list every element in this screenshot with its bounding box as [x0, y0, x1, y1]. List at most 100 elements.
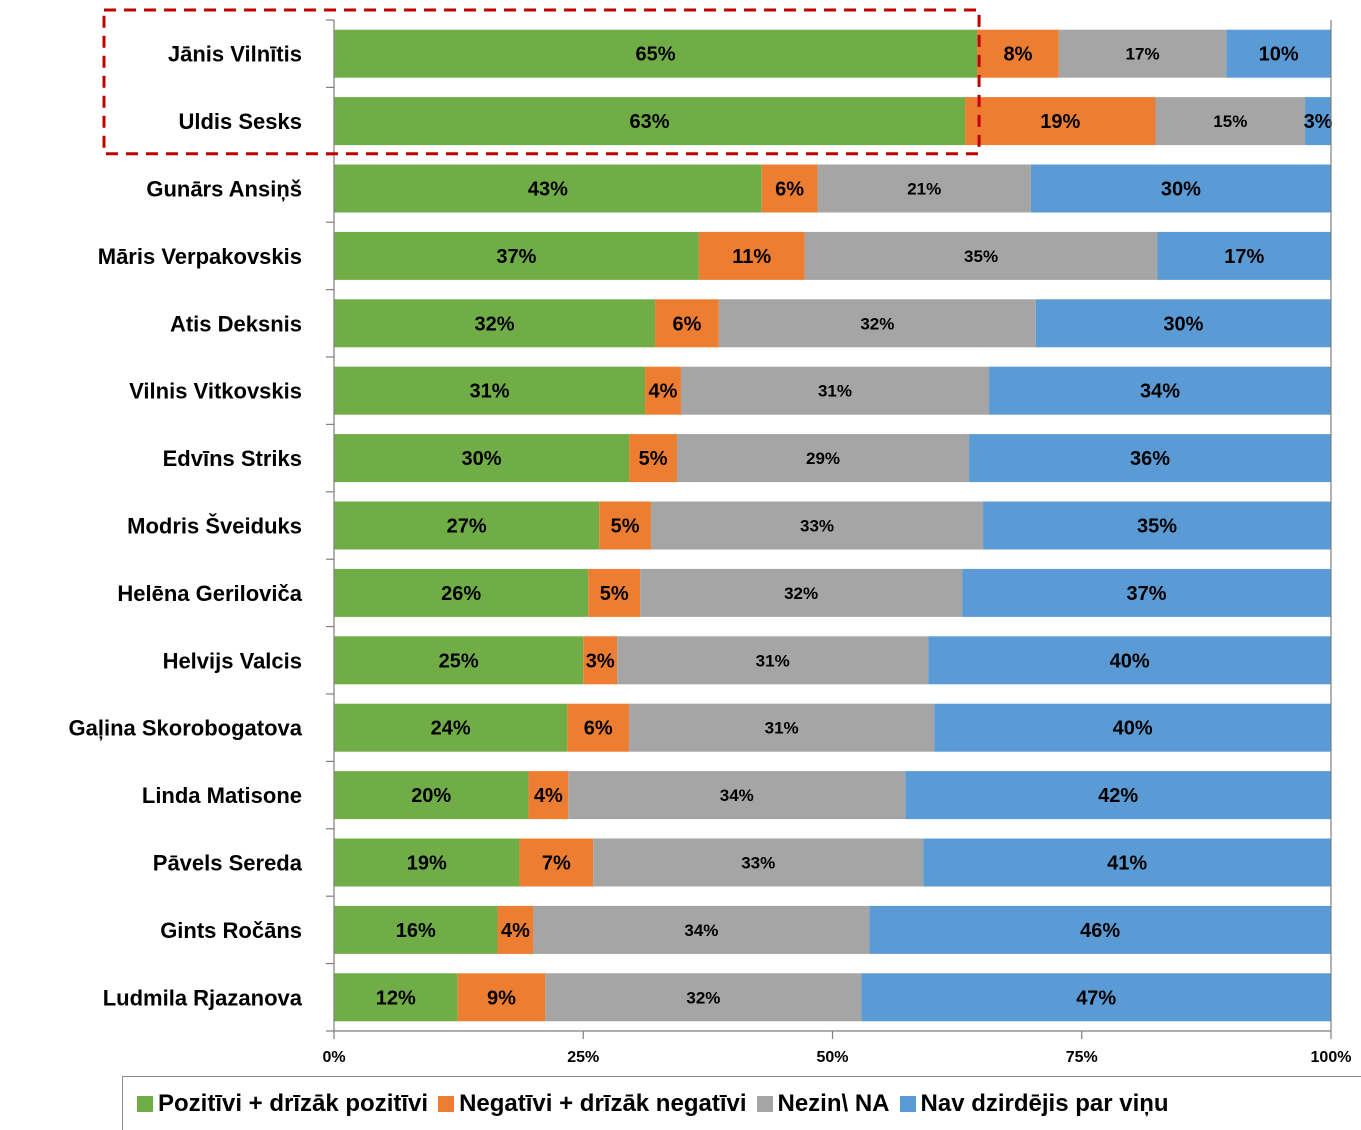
bar-vilnis-vitkovskis-s0 — [334, 366, 646, 415]
data-label-janis-vilnitis-s0: 65% — [636, 44, 676, 66]
data-label-modris-sveiduks-s1: 5% — [611, 516, 640, 538]
bar-maris-verpakovskis-s1 — [698, 231, 805, 280]
category-label-janis-vilnitis: Jānis Vilnītis — [168, 42, 302, 67]
bar-modris-sveiduks-s3 — [983, 501, 1331, 550]
bar-ludmila-rjazanova-s3 — [861, 973, 1331, 1022]
bar-maris-verpakovskis-s3 — [1157, 231, 1331, 280]
bar-galina-skorobogatova-s3 — [934, 703, 1331, 752]
data-label-helvijs-valcis-s2: 31% — [756, 651, 790, 670]
bar-helena-gerilovica-s2 — [640, 568, 963, 617]
data-label-gints-rocans-s0: 16% — [396, 920, 436, 942]
data-label-gints-rocans-s3: 46% — [1080, 920, 1120, 942]
data-label-helvijs-valcis-s0: 25% — [439, 650, 479, 672]
legend-item-dont-know: Nezin\ NA — [756, 1089, 890, 1118]
bar-gints-rocans-s1 — [497, 905, 534, 954]
data-label-pavels-sereda-s2: 33% — [741, 854, 775, 873]
bar-atis-deksnis-s1 — [655, 299, 719, 348]
bar-gunars-ansins-s0 — [334, 164, 762, 213]
bar-pavels-sereda-s3 — [923, 838, 1331, 887]
data-label-maris-verpakovskis-s3: 17% — [1224, 246, 1264, 268]
data-label-gunars-ansins-s1: 6% — [775, 179, 804, 201]
data-label-uldis-sesks-s3: 3% — [1304, 111, 1333, 133]
data-label-linda-matisone-s1: 4% — [534, 785, 563, 807]
data-label-edvins-striks-s2: 29% — [806, 449, 840, 468]
data-label-pavels-sereda-s0: 19% — [407, 853, 447, 875]
data-label-helena-gerilovica-s0: 26% — [441, 583, 481, 605]
stacked-bar-chart: 65% 8% 17% 10% Jānis Vilnītis 63% 19% 15% 3% Uldi… — [69, 8, 1351, 1066]
data-label-ludmila-rjazanova-s2: 32% — [686, 988, 720, 1007]
legend-label-negative: Negatīvi + drīzāk negatīvi — [459, 1089, 747, 1117]
x-tick-label: 25% — [567, 1049, 599, 1066]
category-label-ludmila-rjazanova: Ludmila Rjazanova — [103, 985, 303, 1010]
data-label-linda-matisone-s0: 20% — [411, 785, 451, 807]
data-label-modris-sveiduks-s3: 35% — [1137, 516, 1177, 538]
category-label-atis-deksnis: Atis Deksnis — [170, 311, 302, 336]
data-label-pavels-sereda-s1: 7% — [542, 853, 571, 875]
category-label-gunars-ansins: Gunārs Ansiņš — [146, 177, 302, 202]
category-label-modris-sveiduks: Modris Šveiduks — [127, 514, 302, 539]
legend-swatch-positive — [137, 1095, 153, 1112]
bar-galina-skorobogatova-s2 — [629, 703, 935, 752]
bar-edvins-striks-s2 — [676, 434, 970, 483]
bar-helvijs-valcis-s0 — [334, 636, 584, 685]
chart-legend: Pozitīvi + drīzāk pozitīvi Negatīvi + dr… — [122, 1076, 1361, 1130]
bar-edvins-striks-s0 — [334, 434, 630, 483]
bar-ludmila-rjazanova-s0 — [334, 973, 458, 1022]
data-label-maris-verpakovskis-s2: 35% — [964, 247, 998, 266]
data-label-edvins-striks-s3: 36% — [1130, 448, 1170, 470]
x-tick-label: 0% — [322, 1049, 345, 1066]
bar-atis-deksnis-s2 — [718, 299, 1036, 348]
data-label-janis-vilnitis-s1: 8% — [1003, 44, 1032, 66]
bar-pavels-sereda-s2 — [593, 838, 924, 887]
data-label-helena-gerilovica-s3: 37% — [1127, 583, 1167, 605]
legend-item-not-heard: Nav dzirdējis par viņu — [899, 1089, 1169, 1118]
data-label-maris-verpakovskis-s0: 37% — [496, 246, 536, 268]
bar-ludmila-rjazanova-s1 — [457, 973, 546, 1022]
data-label-janis-vilnitis-s3: 10% — [1259, 44, 1299, 66]
data-label-uldis-sesks-s2: 15% — [1213, 112, 1247, 131]
x-tick-label: 50% — [816, 1049, 848, 1066]
legend-label-dont-know: Nezin\ NA — [777, 1089, 890, 1117]
bar-ludmila-rjazanova-s2 — [545, 973, 862, 1022]
category-label-helvijs-valcis: Helvijs Valcis — [163, 648, 302, 673]
bar-modris-sveiduks-s1 — [599, 501, 652, 550]
legend-swatch-not-heard — [899, 1095, 916, 1112]
data-label-galina-skorobogatova-s3: 40% — [1113, 718, 1153, 740]
data-label-helena-gerilovica-s1: 5% — [600, 583, 629, 605]
data-label-edvins-striks-s1: 5% — [639, 448, 668, 470]
data-label-maris-verpakovskis-s1: 11% — [732, 246, 771, 268]
bar-uldis-sesks-s3 — [1305, 97, 1331, 146]
data-label-atis-deksnis-s0: 32% — [475, 313, 515, 335]
bar-uldis-sesks-s1 — [965, 97, 1156, 146]
bar-helvijs-valcis-s1 — [583, 636, 618, 685]
legend-item-positive: Pozitīvi + drīzāk pozitīvi — [137, 1090, 428, 1118]
bar-janis-vilnitis-s1 — [977, 29, 1059, 78]
bar-uldis-sesks-s0 — [334, 97, 966, 146]
bar-vilnis-vitkovskis-s2 — [680, 366, 990, 415]
data-label-linda-matisone-s3: 42% — [1098, 785, 1138, 807]
data-label-ludmila-rjazanova-s0: 12% — [376, 987, 416, 1009]
data-label-gints-rocans-s1: 4% — [501, 920, 530, 942]
bar-modris-sveiduks-s0 — [334, 501, 600, 550]
data-label-vilnis-vitkovskis-s3: 34% — [1140, 381, 1180, 403]
category-label-gints-rocans: Gints Ročāns — [160, 918, 302, 943]
category-label-edvins-striks: Edvīns Striks — [163, 446, 302, 471]
data-label-ludmila-rjazanova-s1: 9% — [487, 987, 516, 1009]
data-label-gunars-ansins-s0: 43% — [528, 179, 568, 201]
bar-gunars-ansins-s3 — [1030, 164, 1331, 213]
data-label-linda-matisone-s2: 34% — [720, 786, 754, 805]
category-label-helena-gerilovica: Helēna Geriloviča — [117, 581, 302, 606]
bar-linda-matisone-s1 — [528, 771, 569, 820]
data-label-uldis-sesks-s1: 19% — [1040, 111, 1080, 133]
legend-label-not-heard: Nav dzirdējis par viņu — [920, 1089, 1169, 1117]
bar-janis-vilnitis-s0 — [334, 29, 978, 78]
bar-maris-verpakovskis-s2 — [804, 231, 1158, 280]
data-label-helvijs-valcis-s3: 40% — [1110, 650, 1150, 672]
category-label-linda-matisone: Linda Matisone — [142, 783, 302, 808]
data-label-gunars-ansins-s3: 30% — [1161, 179, 1201, 201]
bar-pavels-sereda-s0 — [334, 838, 520, 887]
bar-linda-matisone-s3 — [905, 771, 1331, 820]
data-label-ludmila-rjazanova-s3: 47% — [1076, 987, 1116, 1009]
data-label-uldis-sesks-s0: 63% — [630, 111, 670, 133]
bar-gunars-ansins-s1 — [761, 164, 818, 213]
